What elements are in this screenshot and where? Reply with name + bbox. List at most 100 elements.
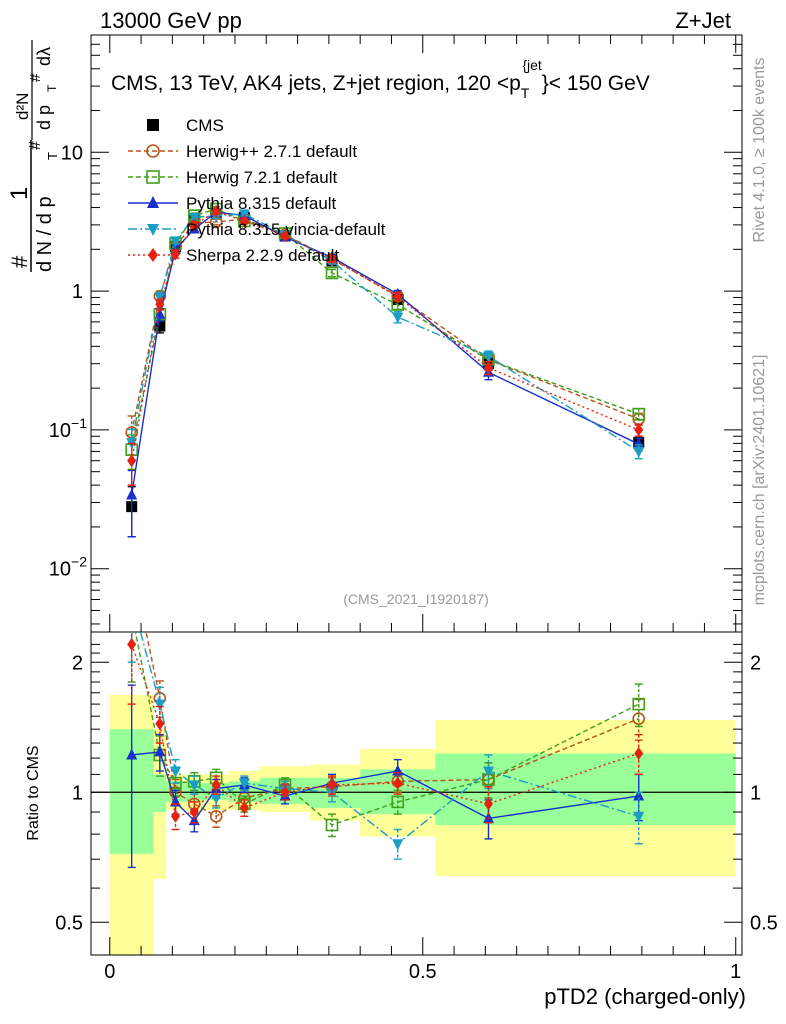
main-point: [280, 229, 290, 243]
ratio-plot-frame: [90, 631, 743, 956]
energy-label: 13000 GeV pp: [100, 8, 242, 33]
main-point: [155, 298, 165, 312]
ylabel-sub-t: T: [45, 152, 60, 160]
main-ytick-label: 10−2: [49, 554, 87, 581]
ratio-line-4: [131, 644, 639, 818]
xtick-label: 0: [104, 961, 115, 983]
ratio-point: [126, 608, 137, 619]
ratio-point: [633, 811, 645, 823]
ratio-uncertainty-bands: [91, 694, 742, 955]
ylabel-sub-t-2: T: [45, 84, 59, 92]
main-ytick-label: 10: [61, 142, 83, 164]
legend-marker-3: [147, 196, 159, 208]
ytick-exponent: −2: [71, 554, 87, 570]
ratio-point: [209, 809, 223, 823]
ytick-base: 10: [61, 142, 83, 164]
main-series-2: [125, 202, 646, 471]
legend-marker-5: [148, 248, 158, 262]
x-axis: 0 0.5 1: [104, 35, 741, 983]
ratio-point: [126, 557, 137, 568]
main-point: [634, 423, 644, 437]
ratio-point: [327, 778, 337, 792]
legend-label-0: CMS: [186, 116, 224, 135]
main-point: [170, 236, 182, 248]
main-point: [482, 351, 494, 363]
ratio-point: [483, 797, 493, 811]
main-point: [633, 446, 645, 458]
analysis-watermark: (CMS_2021_I1920187): [343, 591, 489, 607]
main-line-4: [131, 213, 640, 453]
ratio-point: [211, 778, 221, 792]
plot-title-end: }< 150 GeV: [542, 72, 650, 95]
legend-marker-2: [146, 170, 160, 184]
ratio-point: [155, 717, 165, 731]
ratio-y-axis: 0.5 0.5 1 1 2 2: [55, 643, 778, 934]
plot-title-sup: {jet: [522, 57, 542, 73]
x-axis-label: pTD2 (charged-only): [544, 984, 746, 1009]
main-point: [154, 320, 166, 332]
main-point: [239, 214, 249, 228]
main-point: [127, 454, 137, 468]
main-series-5: [127, 204, 644, 486]
ratio-ytick-label-left: 1: [72, 782, 83, 804]
ylabel-hash-1: #: [7, 255, 32, 268]
ratio-ytick-label-left: 0.5: [55, 912, 83, 934]
ylabel-hash-2: #: [27, 141, 44, 150]
ratio-point: [239, 801, 249, 815]
ratio-point: [127, 637, 137, 651]
main-point: [393, 290, 403, 304]
ratio-plot-series: [126, 557, 646, 869]
main-point: [325, 266, 339, 280]
main-point: [188, 212, 200, 224]
legend-label-4: Pythia 8.315 vincia-default: [186, 220, 386, 239]
ratio-point: [393, 776, 403, 790]
ylabel-dpt: d p: [34, 105, 54, 130]
ratio-point: [154, 745, 166, 757]
ratio-point: [391, 795, 405, 809]
plot-title-sub: T: [521, 85, 530, 101]
ratio-ytick-label-right: 2: [750, 652, 761, 674]
xtick-label: 0.5: [409, 961, 437, 983]
main-point: [126, 488, 138, 500]
ylabel-denominator: d N / d p: [34, 196, 56, 272]
ratio-ytick-label-left: 2: [72, 652, 83, 674]
ytick-base: 1: [72, 281, 83, 303]
ratio-series-4: [127, 632, 644, 831]
rivet-version-label: Rivet 4.1.0, ≥ 100k events: [751, 58, 768, 243]
main-point: [189, 218, 199, 232]
legend-label-3: Pythia 8.315 default: [186, 194, 337, 213]
ratio-point: [170, 766, 182, 778]
legend-marker-0: [147, 119, 159, 131]
ylabel-hash-3: #: [27, 73, 44, 82]
plot-title-main: CMS, 13 TeV, AK4 jets, Z+jet region, 120…: [111, 72, 521, 95]
ratio-point: [392, 839, 404, 851]
ytick-exponent: −1: [71, 415, 87, 431]
ratio-point: [482, 766, 494, 778]
process-label: Z+Jet: [675, 8, 731, 33]
main-point: [327, 251, 337, 265]
legend-label-2: Herwig 7.2.1 default: [186, 168, 337, 187]
main-y-axis-label: # 1 d N / d p T # d²N d p T # dλ: [6, 40, 60, 272]
main-point: [633, 437, 645, 449]
ylabel-d2n: d²N: [13, 93, 32, 120]
ylabel-one: 1: [6, 187, 33, 200]
ratio-point: [171, 809, 181, 823]
ratio-point: [238, 778, 250, 790]
ratio-point: [188, 780, 200, 792]
main-point: [211, 204, 221, 218]
legend-marker-4: [147, 224, 159, 236]
ratio-point: [634, 746, 644, 760]
ratio-point: [280, 785, 290, 799]
ylabel-dlambda: dλ: [34, 47, 54, 66]
main-line-1: [131, 218, 639, 433]
legend-label-1: Herwig++ 2.7.1 default: [186, 142, 357, 161]
legend-label-5: Sherpa 2.2.9 default: [186, 246, 339, 265]
legend: CMS Herwig++ 2.7.1 default Herwig 7.2.1 de…: [128, 116, 386, 265]
main-point: [392, 312, 404, 324]
ratio-point: [154, 699, 166, 711]
ratio-point: [126, 748, 138, 760]
ratio-y-axis-label: Ratio to CMS: [25, 745, 42, 840]
ytick-base: 10: [49, 420, 71, 442]
main-point: [483, 361, 493, 375]
